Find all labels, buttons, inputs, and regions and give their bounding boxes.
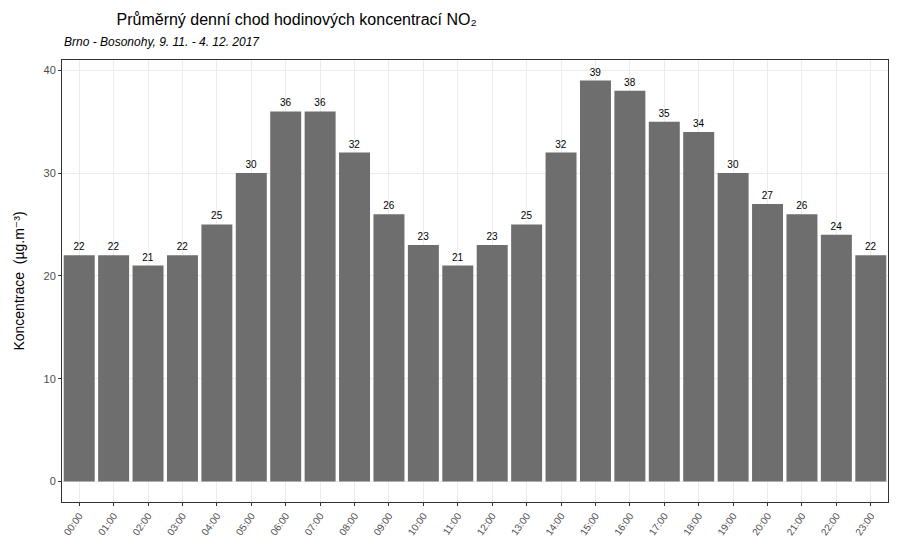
svg-text:08:00: 08:00 — [337, 510, 361, 537]
svg-text:12:00: 12:00 — [475, 510, 499, 537]
svg-text:10:00: 10:00 — [406, 510, 430, 537]
svg-text:22: 22 — [865, 241, 877, 252]
svg-text:30: 30 — [44, 167, 56, 179]
svg-text:24: 24 — [831, 221, 843, 232]
svg-text:04:00: 04:00 — [199, 510, 223, 537]
svg-text:0: 0 — [50, 475, 56, 487]
svg-text:22: 22 — [108, 241, 120, 252]
svg-text:40: 40 — [44, 64, 56, 76]
svg-text:03:00: 03:00 — [165, 510, 189, 537]
svg-text:34: 34 — [693, 118, 705, 129]
svg-text:22: 22 — [73, 241, 85, 252]
svg-text:23:00: 23:00 — [853, 510, 877, 537]
svg-text:Průměrný denní chod hodinových: Průměrný denní chod hodinových koncentra… — [117, 11, 477, 28]
svg-text:09:00: 09:00 — [371, 510, 395, 537]
svg-text:02:00: 02:00 — [130, 510, 154, 537]
svg-text:20:00: 20:00 — [750, 510, 774, 537]
svg-text:39: 39 — [590, 67, 602, 78]
svg-text:07:00: 07:00 — [302, 510, 326, 537]
svg-text:15:00: 15:00 — [578, 510, 602, 537]
svg-text:25: 25 — [211, 210, 223, 221]
svg-text:26: 26 — [383, 200, 395, 211]
svg-text:17:00: 17:00 — [647, 510, 671, 537]
svg-text:22: 22 — [177, 241, 189, 252]
svg-text:32: 32 — [555, 139, 567, 150]
svg-text:05:00: 05:00 — [234, 510, 258, 537]
svg-text:00:00: 00:00 — [62, 510, 86, 537]
svg-text:18:00: 18:00 — [681, 510, 705, 537]
svg-text:14:00: 14:00 — [543, 510, 567, 537]
svg-text:35: 35 — [659, 108, 671, 119]
svg-text:06:00: 06:00 — [268, 510, 292, 537]
svg-text:01:00: 01:00 — [96, 510, 120, 537]
svg-text:19:00: 19:00 — [715, 510, 739, 537]
svg-text:26: 26 — [796, 200, 808, 211]
svg-text:36: 36 — [280, 97, 292, 108]
svg-text:10: 10 — [44, 373, 56, 385]
svg-text:20: 20 — [44, 270, 56, 282]
svg-text:23: 23 — [418, 231, 430, 242]
svg-text:Koncentrace (µg.m⁻³): Koncentrace (µg.m⁻³) — [11, 211, 27, 350]
svg-text:Brno - Bosonohy, 9. 11. - 4. 1: Brno - Bosonohy, 9. 11. - 4. 12. 2017 — [64, 35, 260, 49]
svg-text:23: 23 — [486, 231, 498, 242]
svg-text:32: 32 — [349, 139, 361, 150]
svg-text:13:00: 13:00 — [509, 510, 533, 537]
svg-text:21: 21 — [452, 252, 464, 263]
svg-text:21:00: 21:00 — [784, 510, 808, 537]
svg-text:38: 38 — [624, 77, 636, 88]
svg-text:22:00: 22:00 — [819, 510, 843, 537]
svg-text:21: 21 — [142, 252, 154, 263]
svg-text:36: 36 — [314, 97, 326, 108]
svg-text:11:00: 11:00 — [441, 510, 464, 537]
svg-text:25: 25 — [521, 210, 533, 221]
svg-text:30: 30 — [246, 159, 258, 170]
svg-text:16:00: 16:00 — [612, 510, 636, 537]
svg-text:27: 27 — [762, 190, 774, 201]
svg-text:30: 30 — [727, 159, 739, 170]
